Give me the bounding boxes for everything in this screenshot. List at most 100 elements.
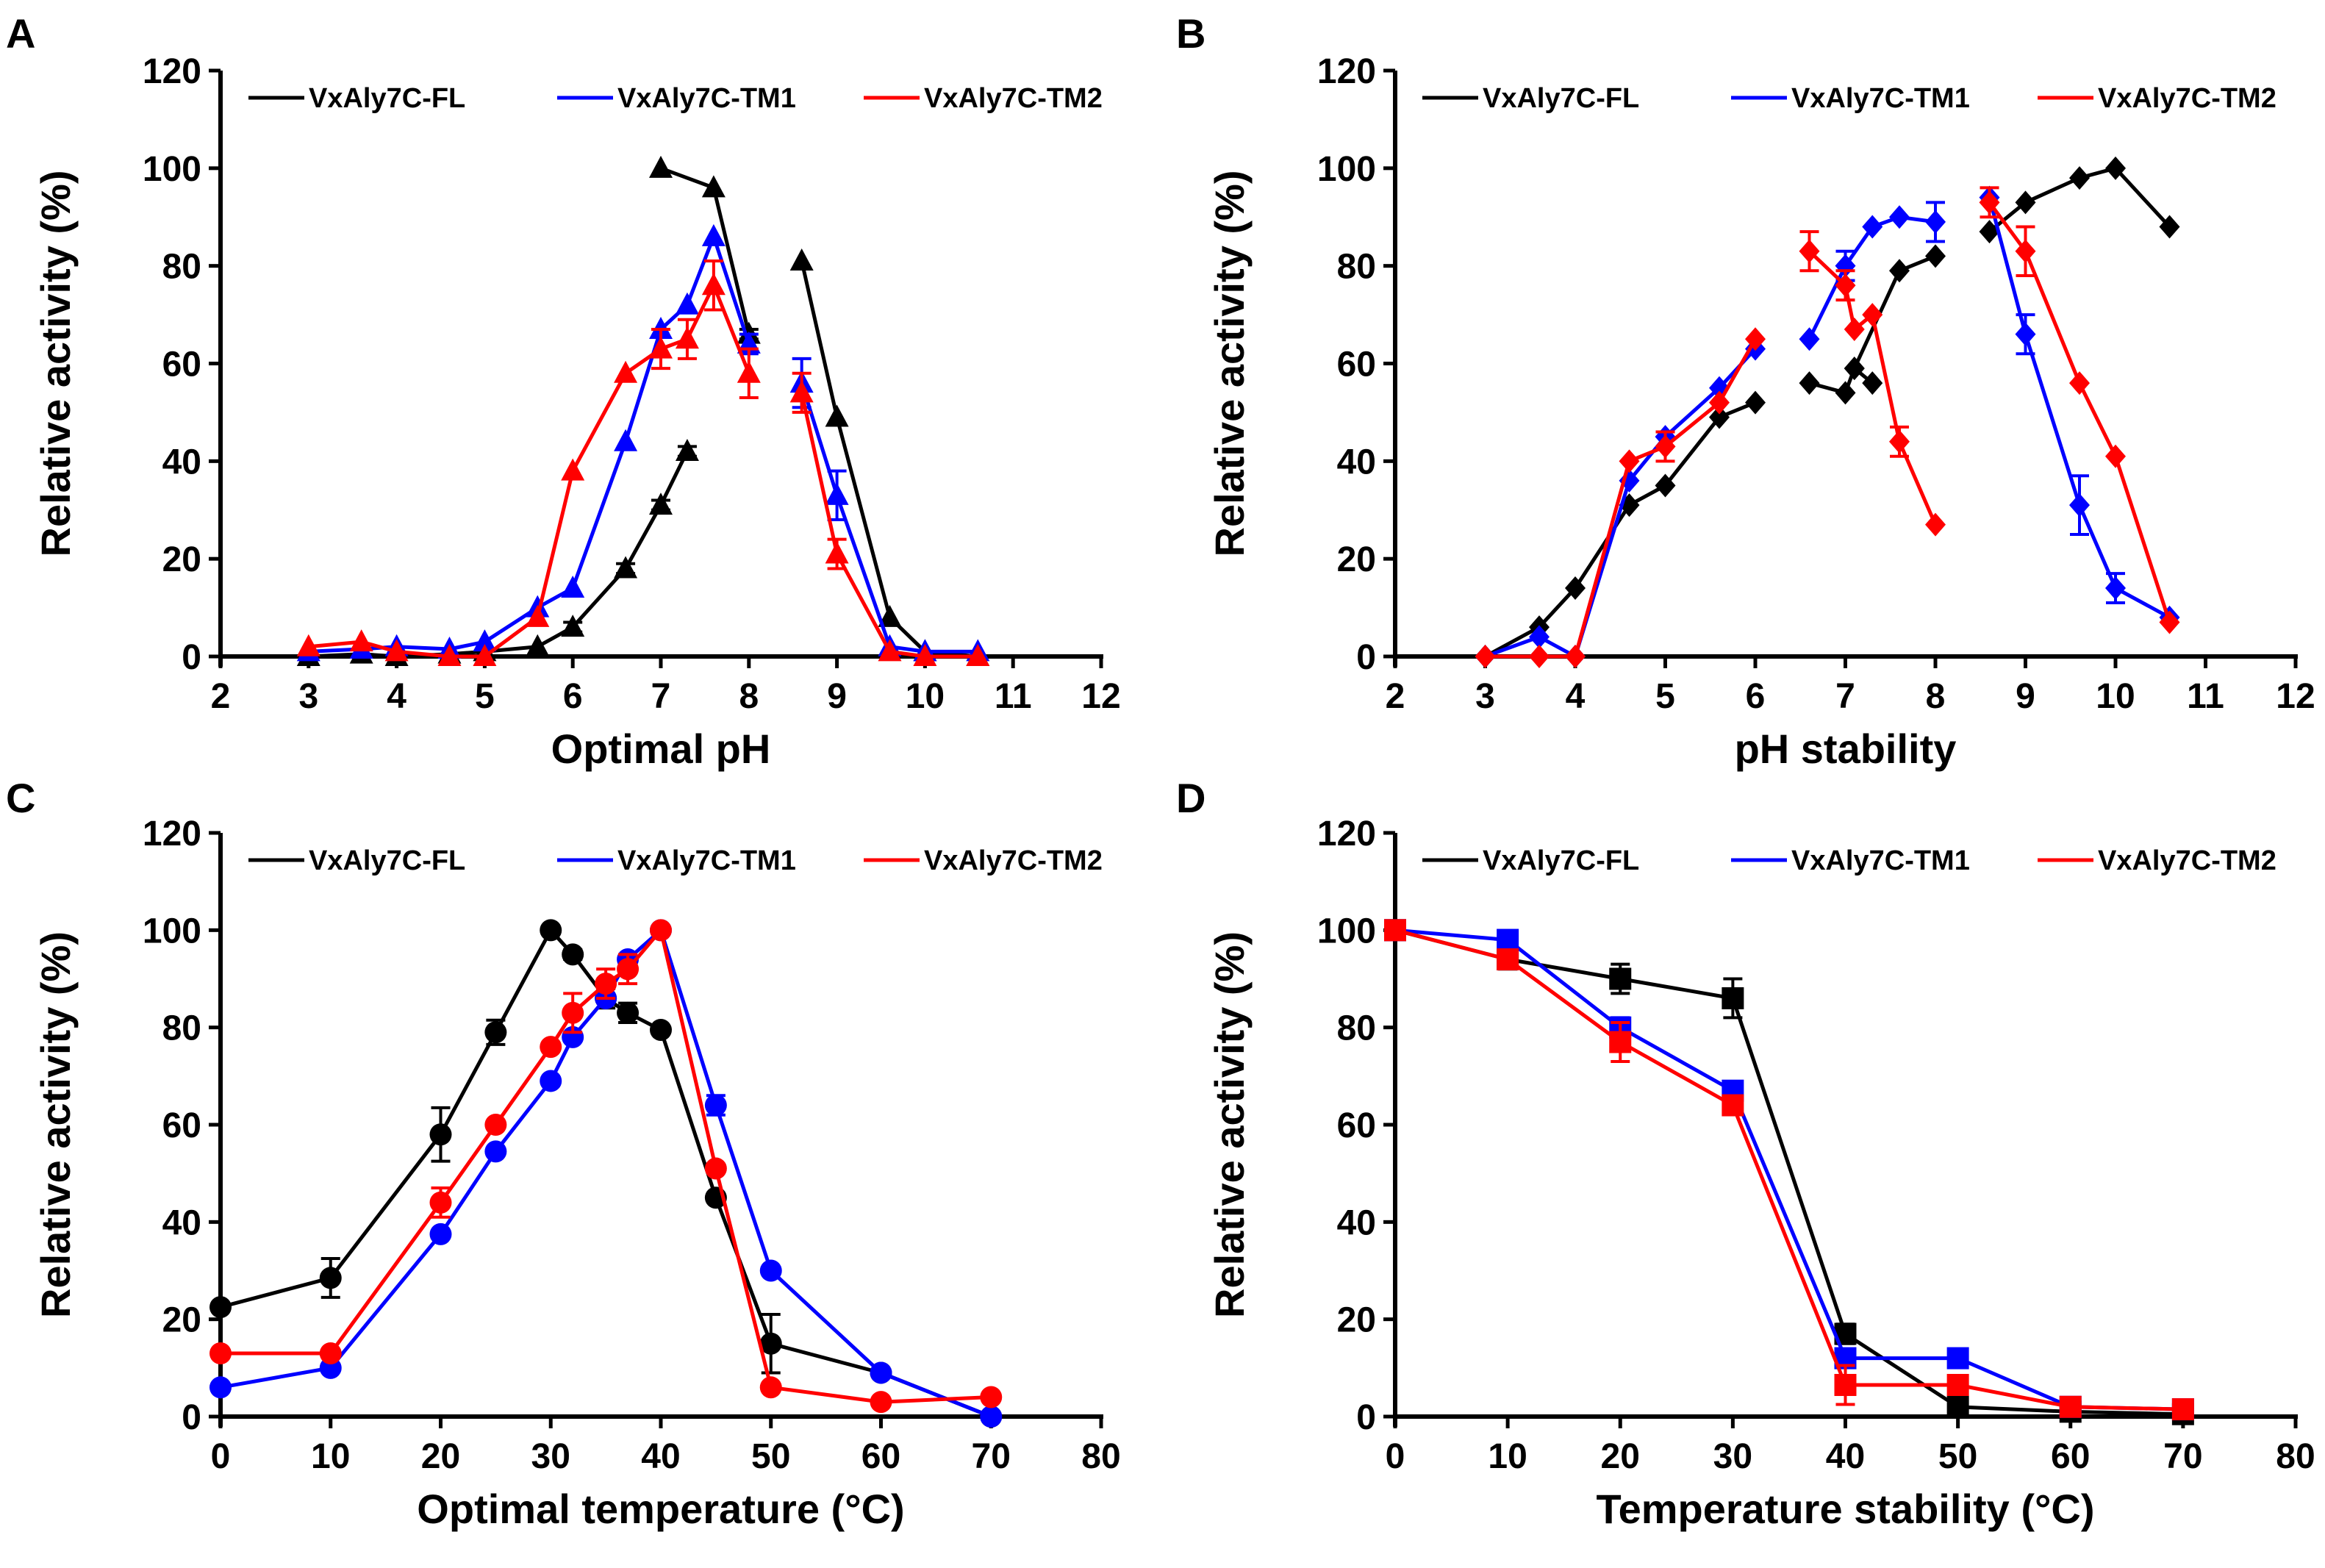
legend-label: VxAly7C-TM1 (1791, 845, 1970, 876)
x-tick-label: 8 (1926, 677, 1946, 716)
series-vxaly7c-tm1 (1475, 185, 2180, 668)
data-point (540, 1070, 562, 1092)
x-tick-label: 11 (2187, 677, 2224, 716)
data-point (650, 1018, 672, 1041)
data-point (1529, 645, 1550, 668)
data-point (1889, 259, 1910, 283)
data-point (1655, 434, 1676, 459)
data-point (704, 1094, 727, 1117)
y-tick-label: 40 (162, 443, 201, 482)
data-point (1609, 967, 1632, 990)
x-tick-label: 70 (972, 1437, 1011, 1476)
series-vxaly7c-tm2 (209, 919, 1003, 1414)
panel-letter: C (6, 775, 35, 821)
series-line (1394, 928, 2183, 1411)
x-tick-label: 9 (827, 677, 847, 716)
series-line (308, 235, 751, 654)
data-point (1709, 405, 1730, 429)
data-point (1946, 1395, 1969, 1418)
series-line (1988, 197, 2171, 620)
legend-label: VxAly7C-FL (1483, 83, 1639, 114)
data-point (1745, 390, 1766, 415)
legend-label: VxAly7C-TM2 (2098, 845, 2276, 876)
y-tick-label: 20 (162, 1301, 201, 1340)
data-point (1722, 987, 1744, 1009)
panel-c: C 0 20 40 60 80 100 120 0 10 20 30 40 50 60 70 80 Optimal… (6, 775, 1121, 1532)
x-tick-label: 20 (1601, 1437, 1640, 1476)
y-tick-label: 60 (162, 1106, 201, 1145)
data-point (825, 404, 849, 427)
data-point (825, 541, 849, 564)
data-point (1946, 1373, 1969, 1396)
data-point (1925, 244, 1946, 268)
data-point (966, 644, 990, 666)
data-point (1529, 625, 1550, 649)
legend-label: VxAly7C-TM2 (2098, 83, 2276, 114)
data-point (540, 1036, 562, 1059)
x-tick-label: 5 (1655, 677, 1675, 716)
data-point (2069, 493, 2090, 518)
y-tick-label: 60 (162, 346, 201, 384)
data-point (2069, 166, 2090, 190)
data-point (1799, 371, 1820, 395)
x-tick-label: 50 (751, 1437, 790, 1476)
legend-label: VxAly7C-TM1 (617, 83, 796, 114)
data-point (1979, 220, 2000, 244)
x-tick-label: 2 (1386, 677, 1405, 716)
y-axis-label: Relative activity (%) (1206, 171, 1253, 557)
panel-letter: B (1176, 10, 1206, 57)
data-point (2105, 444, 2126, 468)
x-axis-label: pH stability (1735, 726, 1957, 772)
data-point (1835, 273, 1856, 298)
x-tick-label: 12 (2276, 677, 2315, 716)
series-line (1484, 347, 1757, 659)
x-axis-label: Optimal pH (551, 726, 771, 772)
x-axis-label: Temperature stability (°C) (1597, 1486, 2095, 1532)
x-tick-label: 70 (2163, 1437, 2202, 1476)
data-point (759, 1332, 782, 1355)
series-vxaly7c-tm2 (1475, 186, 2180, 668)
x-tick-label: 8 (739, 677, 759, 716)
data-point (675, 292, 699, 315)
data-point (1862, 303, 1883, 327)
y-tick-label: 60 (1337, 346, 1376, 384)
data-point (2159, 610, 2180, 634)
y-tick-label: 100 (143, 912, 201, 951)
y-tick-label: 80 (162, 1009, 201, 1048)
y-tick-label: 80 (1337, 1009, 1376, 1048)
data-point (1619, 449, 1640, 473)
data-point (562, 943, 584, 966)
legend-label: VxAly7C-TM1 (1791, 83, 1970, 114)
y-tick-label: 100 (1317, 912, 1376, 951)
x-tick-label: 0 (211, 1437, 231, 1476)
data-point (2069, 371, 2090, 395)
data-point (1497, 948, 1519, 971)
data-point (759, 1376, 782, 1399)
data-point (429, 1191, 452, 1214)
x-tick-label: 60 (861, 1437, 900, 1476)
x-tick-label: 10 (311, 1437, 350, 1476)
data-point (562, 1001, 584, 1024)
data-point (296, 634, 320, 656)
series-vxaly7c-tm2 (296, 259, 990, 666)
data-point (1979, 190, 2000, 215)
x-tick-label: 4 (1566, 677, 1586, 716)
data-point (1565, 576, 1586, 601)
series-vxaly7c-fl (1475, 156, 2180, 668)
legend-label: VxAly7C-FL (309, 83, 465, 114)
data-point (473, 629, 497, 652)
data-point (1925, 210, 1946, 234)
data-point (484, 1114, 507, 1136)
data-point (1835, 381, 1856, 405)
x-tick-label: 60 (2051, 1437, 2090, 1476)
data-point (2105, 576, 2126, 601)
data-point (1925, 512, 1946, 537)
x-axis-label: Optimal temperature (°C) (417, 1486, 904, 1532)
panel-letter: D (1176, 775, 1206, 821)
panel-a: A 0 20 40 60 80 100 120 2 3 4 5 6 7 8 9 10 11 12 Optimal pH… (6, 10, 1121, 772)
data-point (209, 1376, 232, 1399)
x-tick-label: 0 (1386, 1437, 1405, 1476)
data-point (614, 360, 638, 383)
data-point (913, 644, 937, 666)
